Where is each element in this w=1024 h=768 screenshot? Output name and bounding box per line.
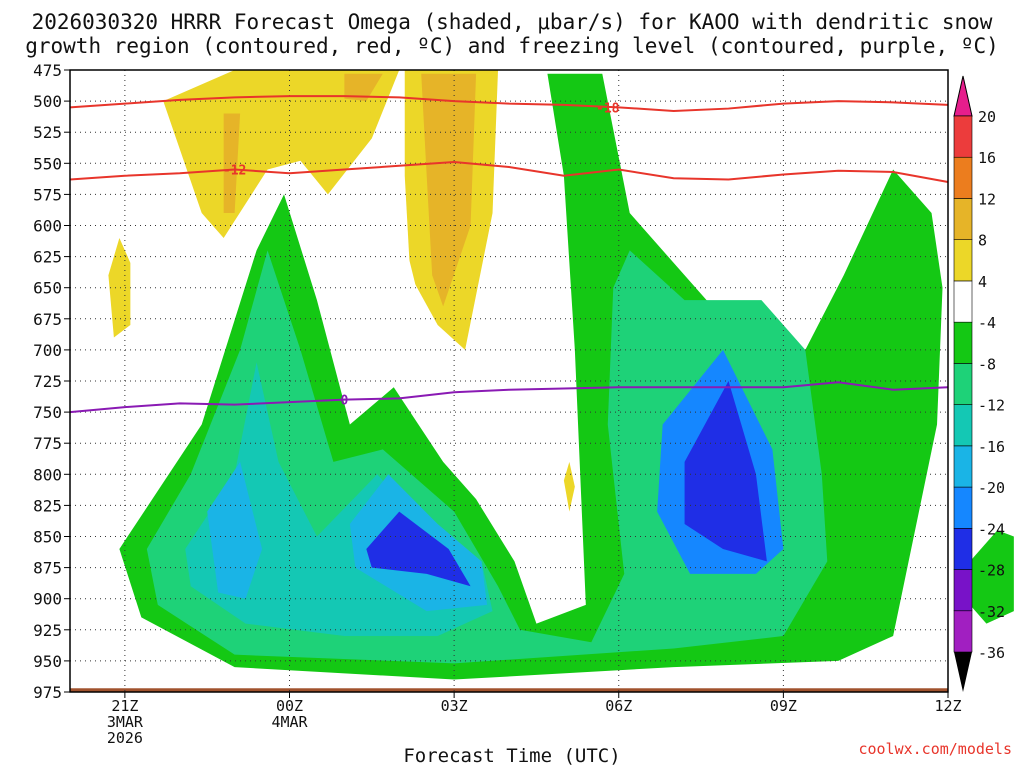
positive-omega-yellow-4	[563, 461, 575, 512]
negative-omega-teal-right	[969, 530, 1014, 624]
colorbar-min-arrow	[954, 652, 972, 692]
y-tick-label: 750	[33, 403, 62, 422]
positive-omega-orange-3	[223, 113, 241, 214]
y-tick-label: 825	[33, 496, 62, 515]
x-tick-label: 00Z	[276, 697, 303, 715]
y-tick-label: 725	[33, 372, 62, 391]
colorbar-label: -32	[978, 603, 1005, 621]
y-tick-label: 700	[33, 341, 62, 360]
y-tick-label: 875	[33, 559, 62, 578]
colorbar-segment	[953, 404, 973, 447]
positive-omega-yellow	[163, 70, 400, 238]
x-tick-label: 2026	[107, 729, 143, 747]
colorbar-label: 20	[978, 108, 996, 126]
colorbar-segment	[953, 239, 973, 282]
colorbar-label: -8	[978, 355, 996, 373]
positive-omega-orange	[421, 73, 477, 307]
dgz-contour-0-label: -18	[596, 101, 620, 116]
colorbar-segment	[953, 445, 973, 488]
dgz-contour-0	[69, 95, 949, 113]
credit-text: coolwx.com/models	[858, 740, 1012, 758]
colorbar-segment	[953, 610, 973, 653]
colorbar-segment	[953, 198, 973, 240]
y-tick-label: 550	[33, 154, 62, 173]
colorbar-segment	[953, 363, 973, 405]
y-tick-label: 775	[33, 434, 62, 453]
y-tick-label: 800	[33, 465, 62, 484]
colorbar-segment	[953, 280, 973, 323]
x-axis-title: Forecast Time (UTC)	[403, 745, 621, 767]
y-tick-label: 850	[33, 528, 62, 547]
colorbar-label: -12	[978, 397, 1005, 415]
x-tick-label: 4MAR	[271, 713, 308, 731]
negative-omega-purple	[366, 511, 471, 587]
colorbar-segment	[953, 569, 973, 612]
y-tick-label: 600	[33, 217, 62, 236]
y-tick-label: 675	[33, 310, 62, 329]
x-tick-label: 03Z	[441, 697, 468, 715]
y-tick-label: 975	[33, 683, 62, 702]
colorbar-label: 4	[978, 273, 987, 291]
y-tick-label: 525	[33, 123, 62, 142]
colorbar-label: -16	[978, 438, 1005, 456]
x-tick-label: 09Z	[770, 697, 797, 715]
x-tick-label: 12Z	[934, 697, 961, 715]
y-tick-label: 500	[33, 92, 62, 111]
freezing-level-contour-0	[69, 381, 949, 414]
colorbar-label: -4	[978, 314, 996, 332]
colorbar-segment	[953, 156, 973, 199]
colorbar-label: -28	[978, 562, 1005, 580]
positive-omega-yellow-3	[108, 237, 131, 338]
positive-omega-orange-2	[344, 73, 383, 102]
x-tick-label: 3MAR	[107, 713, 144, 731]
colorbar-segment	[953, 528, 973, 570]
y-tick-label: 575	[33, 185, 62, 204]
x-tick-label: 21Z	[111, 697, 138, 715]
y-tick-label: 625	[33, 248, 62, 267]
y-tick-label: 650	[33, 279, 62, 298]
colorbar-segment	[953, 486, 973, 529]
colorbar-label: -24	[978, 520, 1005, 538]
terrain-strip	[70, 688, 948, 692]
colorbar-segment	[953, 321, 973, 364]
colorbar-label: 16	[978, 149, 996, 167]
negative-omega-violet	[684, 381, 767, 562]
y-tick-label: 925	[33, 621, 62, 640]
colorbar-label: 8	[978, 232, 987, 250]
colorbar-label: -36	[978, 644, 1005, 662]
x-tick-label: 06Z	[605, 697, 632, 715]
y-tick-label: 475	[33, 61, 62, 80]
colorbar-segment	[953, 115, 973, 158]
colorbar-label: -20	[978, 479, 1005, 497]
dgz-contour-1-label: -12	[223, 164, 246, 179]
colorbar-label: 12	[978, 190, 996, 208]
negative-omega-blue	[207, 461, 263, 599]
freezing-level-contour-0-label: 0	[340, 394, 348, 409]
dgz-contour-1	[69, 161, 949, 183]
y-tick-label: 900	[33, 590, 62, 609]
y-tick-label: 950	[33, 652, 62, 671]
chart-title-line-2: growth region (contoured, red, ºC) and f…	[25, 34, 999, 58]
chart-title-line-1: 2026030320 HRRR Forecast Omega (shaded, …	[31, 10, 993, 34]
